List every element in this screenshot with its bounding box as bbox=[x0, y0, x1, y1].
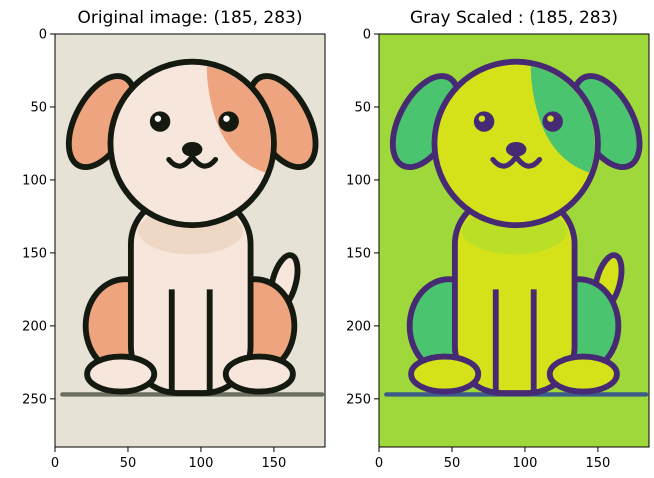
y-tick-label: 0 bbox=[363, 28, 371, 43]
y-tick-label: 0 bbox=[39, 28, 47, 43]
panel-title-grayscale: Gray Scaled : (185, 283) bbox=[410, 8, 618, 28]
head-patch bbox=[530, 66, 595, 173]
x-tick-label: 50 bbox=[444, 456, 461, 471]
y-tick-label: 200 bbox=[22, 319, 47, 334]
mouth bbox=[490, 151, 543, 169]
left-eye-shine bbox=[154, 115, 162, 122]
axes-frame-original bbox=[54, 33, 326, 448]
y-ticks-grayscale: 0 50 100 150 200 250 bbox=[346, 28, 379, 407]
y-tick-label: 50 bbox=[354, 100, 371, 115]
panel-title-original: Original image: (185, 283) bbox=[78, 8, 303, 28]
left-eye bbox=[473, 111, 495, 132]
panel-grayscale: Gray Scaled : (185, 283) bbox=[346, 8, 650, 471]
y-tick-label: 250 bbox=[22, 392, 47, 407]
x-tick-label: 50 bbox=[120, 456, 137, 471]
mouth bbox=[166, 151, 219, 169]
y-tick-label: 150 bbox=[346, 246, 371, 261]
right-eye-shine bbox=[223, 115, 230, 122]
nose bbox=[181, 142, 203, 157]
axes-frame-grayscale bbox=[378, 33, 650, 448]
x-tick-label: 100 bbox=[189, 456, 214, 471]
right-paw bbox=[222, 353, 296, 395]
image-original bbox=[55, 34, 325, 447]
y-tick-label: 250 bbox=[346, 392, 371, 407]
right-eye-shine bbox=[547, 115, 554, 122]
x-tick-label: 0 bbox=[51, 456, 59, 471]
x-tick-label: 0 bbox=[375, 456, 383, 471]
image-grayscale bbox=[379, 34, 649, 447]
left-eye bbox=[149, 111, 171, 132]
y-tick-label: 50 bbox=[30, 100, 47, 115]
y-ticks-original: 0 50 100 150 200 250 bbox=[22, 28, 55, 407]
left-eye-shine bbox=[478, 115, 486, 122]
x-tick-label: 150 bbox=[262, 456, 287, 471]
right-paw bbox=[546, 353, 620, 395]
x-ticks-grayscale: 0 50 100 150 bbox=[375, 447, 610, 471]
y-tick-label: 100 bbox=[22, 173, 47, 188]
dog-drawing bbox=[384, 58, 649, 397]
y-tick-label: 200 bbox=[346, 319, 371, 334]
nose bbox=[505, 142, 527, 157]
head-patch bbox=[206, 66, 271, 173]
y-tick-label: 100 bbox=[346, 173, 371, 188]
left-paw bbox=[408, 353, 482, 395]
y-tick-label: 150 bbox=[22, 246, 47, 261]
dog-drawing bbox=[60, 58, 325, 397]
right-eye bbox=[542, 111, 563, 132]
left-paw bbox=[84, 353, 158, 395]
x-ticks-original: 0 50 100 150 bbox=[51, 447, 286, 471]
panel-original: Original image: (185, 283) bbox=[22, 8, 326, 471]
x-tick-label: 100 bbox=[513, 456, 538, 471]
right-eye bbox=[218, 111, 239, 132]
x-tick-label: 150 bbox=[586, 456, 611, 471]
